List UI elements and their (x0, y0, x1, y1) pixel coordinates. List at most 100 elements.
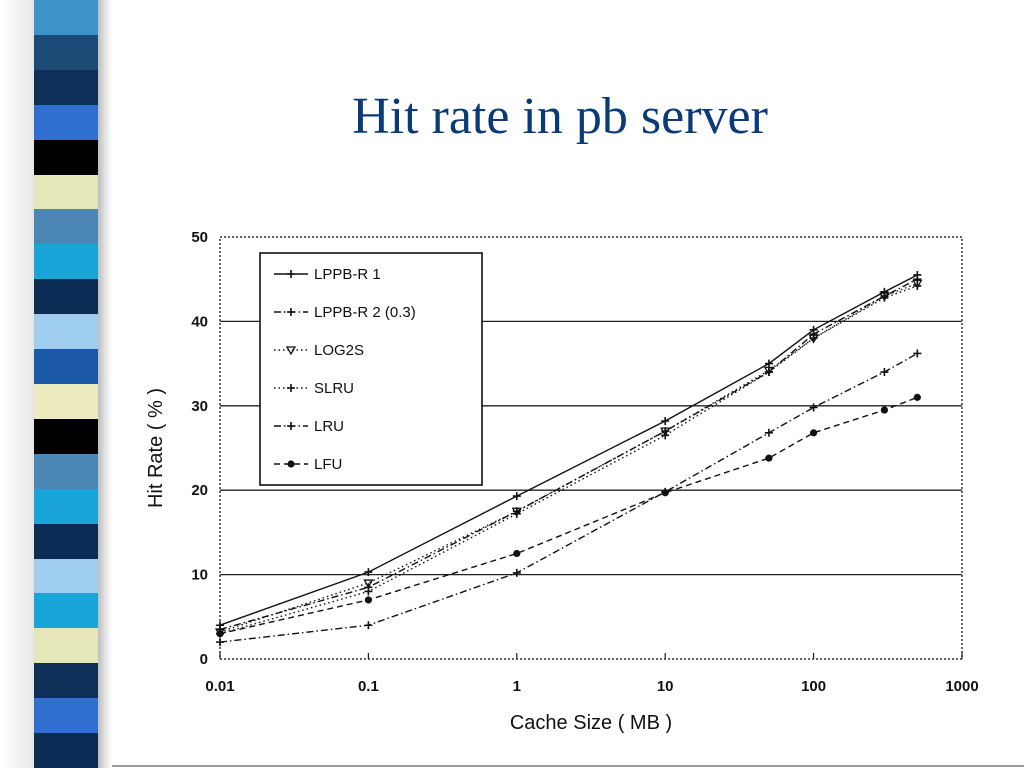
legend-entry: LPPB-R 1 (274, 266, 381, 283)
y-axis-title: Hit Rate ( % ) (145, 388, 167, 508)
stripe-segment (34, 418, 98, 454)
hit-rate-chart: 0 10 20 30 40 50 0.01 0.1 1 10 100 1000 Cache Size … (145, 229, 979, 734)
data-point (285, 346, 297, 356)
data-point (364, 621, 373, 630)
data-point (364, 568, 373, 577)
series-6 (216, 393, 921, 638)
stripe-segment (34, 0, 98, 35)
data-point (764, 368, 773, 377)
stripe-left-edge (0, 0, 34, 768)
series-layer (214, 270, 923, 647)
legend-label: SLRU (314, 380, 354, 397)
data-point (913, 349, 922, 358)
legend-label: LPPB-R 1 (314, 266, 381, 283)
data-point (512, 509, 521, 518)
data-point (661, 489, 669, 497)
legend-entry: SLRU (274, 380, 354, 397)
legend-entry: LRU (274, 418, 344, 435)
legend-label: LRU (314, 418, 344, 435)
series-line (219, 352, 918, 643)
slide-title: Hit rate in pb server (352, 88, 768, 145)
stripe-segment (34, 104, 98, 140)
x-tick-label: 0.01 (205, 678, 234, 695)
stripe-segment (34, 593, 98, 629)
legend: LPPB-R 1 LPPB-R 2 (0.3) LOG2S SLRU LRU LFU (259, 252, 483, 486)
stripe-segment (34, 488, 98, 524)
data-point (513, 549, 521, 558)
y-tick-label: 10 (191, 567, 208, 584)
legend-entry: LPPB-R 2 (0.3) (274, 304, 416, 321)
stripe-segment (34, 209, 98, 245)
series-line (219, 274, 918, 626)
data-point (364, 587, 373, 596)
plot-frame (219, 236, 963, 660)
data-point (765, 454, 773, 462)
legend-label: LPPB-R 2 (0.3) (314, 304, 416, 321)
data-point (287, 384, 295, 392)
data-point (660, 427, 671, 437)
stripe-segment (34, 314, 98, 350)
stripe-segment (34, 663, 98, 699)
data-point (913, 275, 922, 284)
data-point (512, 568, 521, 577)
tick-layer: 0 10 20 30 40 50 0.01 0.1 1 10 100 1000 (191, 229, 978, 695)
data-point (913, 281, 922, 290)
data-point (764, 359, 773, 368)
x-tick-label: 1 (513, 678, 521, 695)
x-tick-label: 0.1 (358, 678, 379, 695)
data-point (287, 308, 295, 316)
y-tick-label: 40 (191, 313, 208, 330)
stripe-segment (34, 349, 98, 384)
stripe-segment (34, 34, 98, 70)
data-point (880, 406, 889, 414)
data-point (287, 460, 295, 468)
data-point (764, 428, 773, 437)
data-point (661, 431, 670, 440)
y-tick-label: 0 (200, 651, 208, 668)
decorative-stripe-bar (0, 0, 112, 768)
data-point (913, 393, 921, 401)
y-tick-label: 50 (191, 229, 208, 246)
x-tick-label: 1000 (945, 678, 978, 695)
data-point (879, 292, 890, 302)
y-tick-label: 30 (191, 398, 208, 415)
bottom-rule (112, 765, 1024, 767)
stripe-segment (34, 69, 98, 105)
stripe-segment (34, 174, 98, 210)
stripe-right-edge (98, 0, 112, 768)
data-point (287, 270, 295, 278)
data-point (912, 279, 923, 289)
stripe-segment (34, 453, 98, 489)
data-point (880, 293, 889, 302)
stripe-segment (34, 733, 98, 768)
x-axis-title: Cache Size ( MB ) (510, 712, 672, 734)
series-line (219, 282, 918, 633)
stripe-segment (34, 523, 98, 559)
stripe-segment (34, 279, 98, 315)
series-line (219, 396, 918, 635)
stripe-segment (34, 383, 98, 419)
legend-entry: LFU (274, 456, 342, 473)
x-tick-label: 100 (801, 678, 826, 695)
legend-label: LOG2S (314, 342, 364, 359)
data-point (810, 429, 818, 437)
data-point (287, 422, 295, 430)
data-point (661, 416, 670, 425)
data-point (809, 403, 818, 412)
stripe-segment (34, 558, 98, 594)
data-point (364, 596, 372, 604)
data-point (216, 638, 224, 647)
legend-box (259, 252, 483, 486)
data-point (512, 492, 521, 501)
data-point (809, 334, 818, 343)
data-point (880, 368, 889, 377)
legend-label: LFU (314, 456, 342, 473)
data-point (363, 579, 374, 589)
stripe-segment (34, 628, 98, 664)
stripe-column (34, 0, 98, 768)
series-line (219, 285, 918, 635)
x-tick-label: 10 (657, 678, 674, 695)
data-point (216, 630, 224, 638)
y-tick-label: 20 (191, 482, 208, 499)
data-point (511, 507, 522, 517)
